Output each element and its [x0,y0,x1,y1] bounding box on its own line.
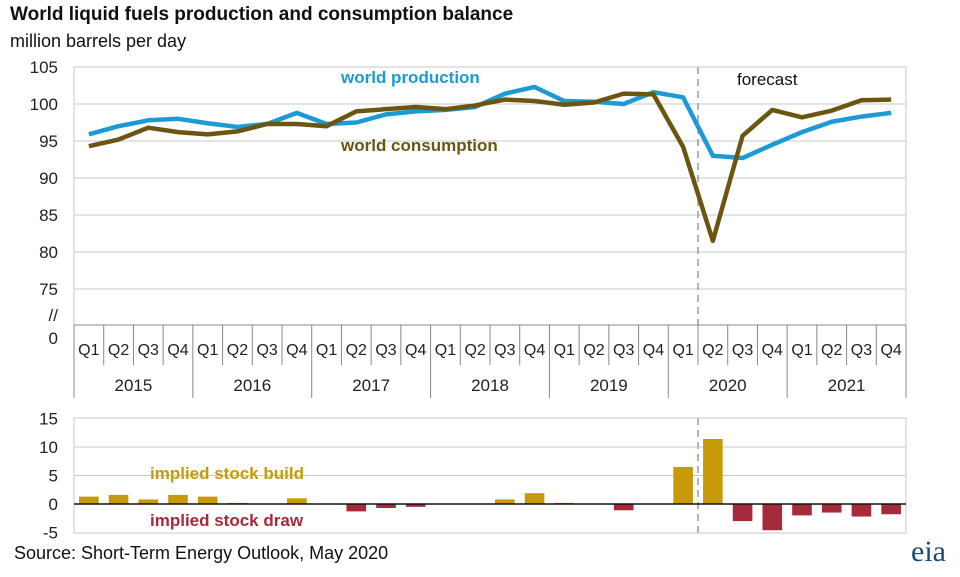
x-tick-quarter: Q3 [732,342,753,359]
x-tick-quarter: Q1 [554,342,575,359]
x-tick-quarter: Q4 [880,342,901,359]
y-tick-label: 85 [39,206,58,225]
x-tick-quarter: Q4 [643,342,664,359]
bar-draw [405,504,426,507]
bar-draw [821,504,842,513]
x-tick-quarter: Q4 [762,342,783,359]
x-tick-quarter: Q1 [78,342,99,359]
x-tick-quarter: Q2 [346,342,367,359]
bar-build [108,494,129,504]
y-tick-label: 95 [39,132,58,151]
legend-consumption: world consumption [340,136,498,155]
x-tick-quarter: Q1 [435,342,456,359]
x-tick-quarter: Q1 [197,342,218,359]
x-tick-year: 2015 [115,376,153,395]
bar-build [168,494,188,504]
plot-frame [73,66,907,326]
bar-build [287,498,307,504]
bar-build [703,439,723,504]
bar-build [495,499,515,504]
forecast-label: forecast [737,70,798,89]
y-tick-label: 0 [49,495,58,514]
bar-draw [762,504,783,531]
series-line-consumption [88,91,892,244]
x-tick-quarter: Q3 [256,342,277,359]
label-draw: implied stock draw [150,511,304,530]
x-tick-quarter: Q3 [494,342,515,359]
x-tick-quarter: Q1 [791,342,812,359]
bar-build [197,496,218,504]
x-tick-quarter: Q2 [702,342,723,359]
x-tick-quarter: Q4 [286,342,307,359]
x-tick-quarter: Q2 [821,342,842,359]
label-build: implied stock build [150,464,304,483]
y-tick-label: 75 [39,280,58,299]
x-tick-year: 2016 [233,376,271,395]
x-tick-year: 2020 [709,376,747,395]
x-tick-quarter: Q3 [375,342,396,359]
x-tick-quarter: Q3 [138,342,159,359]
bar-draw [376,504,396,508]
chart-title: World liquid fuels production and consum… [10,4,514,25]
x-tick-quarter: Q2 [464,342,485,359]
x-tick-quarter: Q2 [583,342,604,359]
x-tick-quarter: Q3 [851,342,872,359]
x-tick-quarter: Q2 [227,342,248,359]
y-tick-label: 90 [39,169,58,188]
bar-draw [613,504,634,511]
y-tick-label: 0 [49,329,58,348]
bar-draw [346,504,367,512]
bar-build [673,466,693,504]
bar-build [79,496,99,504]
source-note: Source: Short-Term Energy Outlook, May 2… [14,543,389,563]
x-tick-quarter: Q4 [405,342,426,359]
chart-subtitle: million barrels per day [10,31,187,51]
bar-draw [851,504,872,517]
bar-build [138,499,159,504]
x-tick-quarter: Q4 [167,342,188,359]
x-tick-quarter: Q1 [672,342,693,359]
x-tick-quarter: Q4 [524,342,545,359]
y-tick-label: 100 [30,95,58,114]
x-tick-quarter: Q1 [316,342,337,359]
legend-production: world production [340,68,480,87]
x-tick-year: 2017 [352,376,390,395]
eia-logo: eia [911,535,946,568]
y-tick-label: 80 [39,243,58,262]
x-tick-quarter: Q3 [613,342,634,359]
y-tick-label: // [49,306,59,325]
bar-draw [732,504,753,522]
y-tick-label: 15 [39,410,58,429]
bar-draw [792,504,812,516]
bar-build [524,493,545,504]
y-tick-label: 10 [39,438,58,457]
x-tick-year: 2019 [590,376,628,395]
x-tick-quarter: Q2 [108,342,129,359]
x-tick-year: 2018 [471,376,509,395]
y-tick-label: 105 [30,58,58,77]
y-tick-label: -5 [43,524,58,543]
bar-draw [881,504,901,515]
x-tick-year: 2021 [828,376,866,395]
y-tick-label: 5 [49,467,58,486]
